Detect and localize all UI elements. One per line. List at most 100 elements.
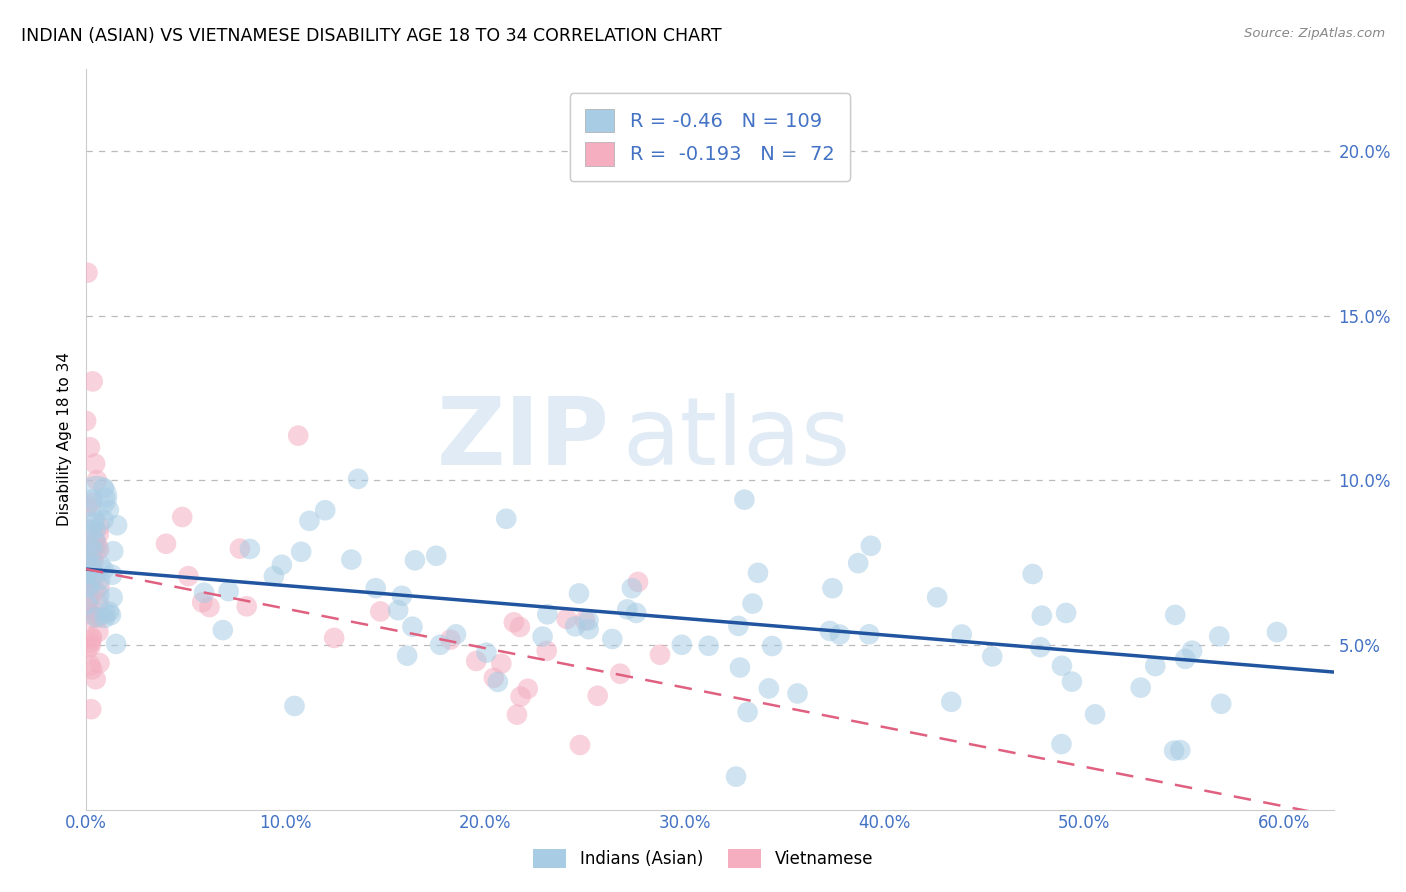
Point: [624, 606, 647, 620]
Point: [1265, 625, 1288, 640]
Point: [1021, 567, 1043, 582]
Point: [555, 612, 578, 626]
Point: [87, 596, 110, 610]
Point: [347, 472, 370, 486]
Point: [83, 534, 105, 549]
Point: [465, 654, 488, 668]
Point: [941, 695, 963, 709]
Point: [155, 537, 177, 551]
Point: [1050, 658, 1073, 673]
Point: [80, 559, 103, 574]
Point: [648, 648, 671, 662]
Point: [761, 639, 783, 653]
Point: [859, 539, 882, 553]
Point: [86, 490, 108, 504]
Point: [84, 568, 107, 582]
Point: [290, 545, 312, 559]
Point: [486, 674, 509, 689]
Point: [79, 440, 101, 454]
Point: [79, 607, 101, 621]
Point: [1211, 697, 1233, 711]
Point: [177, 569, 200, 583]
Point: [340, 552, 363, 566]
Point: [741, 597, 763, 611]
Point: [516, 681, 538, 696]
Point: [76, 602, 98, 616]
Point: [439, 632, 461, 647]
Point: [821, 581, 844, 595]
Point: [600, 632, 623, 646]
Point: [578, 614, 600, 628]
Point: [429, 638, 451, 652]
Point: [586, 689, 609, 703]
Point: [79, 640, 101, 654]
Point: [404, 553, 426, 567]
Point: [569, 738, 592, 752]
Point: [728, 660, 751, 674]
Point: [263, 569, 285, 583]
Point: [79, 595, 101, 609]
Point: [94, 607, 117, 621]
Point: [76, 560, 98, 574]
Point: [627, 574, 650, 589]
Point: [444, 627, 467, 641]
Point: [818, 624, 841, 638]
Point: [211, 623, 233, 637]
Point: [1208, 629, 1230, 643]
Point: [733, 492, 755, 507]
Point: [724, 770, 747, 784]
Point: [101, 567, 124, 582]
Point: [506, 707, 529, 722]
Point: [609, 666, 631, 681]
Point: [370, 605, 392, 619]
Point: [79, 580, 101, 594]
Point: [87, 624, 110, 639]
Point: [89, 542, 111, 557]
Text: atlas: atlas: [623, 393, 851, 485]
Point: [950, 627, 973, 641]
Point: [82, 552, 104, 566]
Point: [80, 630, 103, 644]
Point: [191, 595, 214, 609]
Point: [80, 636, 103, 650]
Point: [93, 481, 115, 495]
Point: [89, 656, 111, 670]
Point: [86, 543, 108, 558]
Point: [509, 690, 531, 704]
Point: [103, 544, 125, 558]
Point: [620, 581, 643, 595]
Point: [89, 588, 111, 602]
Point: [578, 622, 600, 636]
Point: [531, 630, 554, 644]
Point: [93, 563, 115, 577]
Point: [1054, 606, 1077, 620]
Y-axis label: Disability Age 18 to 34: Disability Age 18 to 34: [58, 352, 72, 526]
Point: [1060, 674, 1083, 689]
Text: INDIAN (ASIAN) VS VIETNAMESE DISABILITY AGE 18 TO 34 CORRELATION CHART: INDIAN (ASIAN) VS VIETNAMESE DISABILITY …: [21, 27, 721, 45]
Point: [86, 473, 108, 487]
Point: [80, 496, 103, 510]
Point: [84, 533, 107, 548]
Point: [396, 648, 419, 663]
Point: [76, 598, 98, 612]
Point: [94, 491, 117, 505]
Point: [502, 615, 524, 630]
Point: [89, 519, 111, 533]
Point: [568, 586, 591, 600]
Point: [101, 591, 124, 605]
Point: [89, 573, 111, 587]
Point: [100, 608, 122, 623]
Point: [697, 639, 720, 653]
Point: [1168, 743, 1191, 757]
Point: [87, 526, 110, 541]
Point: [1029, 640, 1052, 655]
Point: [387, 603, 409, 617]
Point: [495, 512, 517, 526]
Point: [401, 620, 423, 634]
Point: [574, 613, 596, 627]
Point: [737, 705, 759, 719]
Point: [858, 627, 880, 641]
Point: [270, 558, 292, 572]
Point: [391, 589, 413, 603]
Point: [84, 457, 107, 471]
